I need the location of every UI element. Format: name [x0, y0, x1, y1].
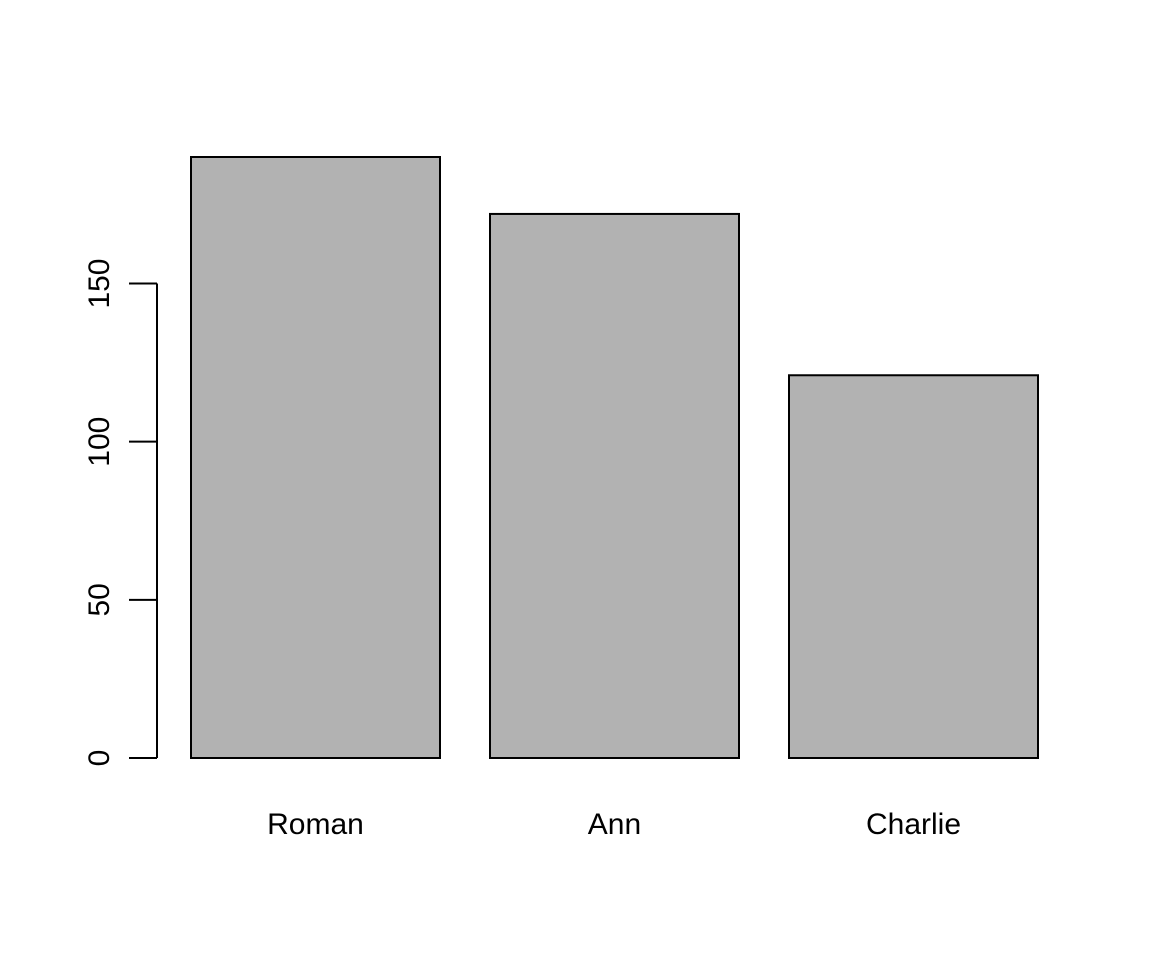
y-tick-label: 0 — [83, 750, 116, 767]
y-tick-label: 150 — [83, 258, 116, 308]
bar-ann — [489, 212, 740, 760]
x-category-label: Ann — [588, 808, 641, 841]
bar-charlie — [788, 374, 1039, 759]
bar-roman — [190, 156, 441, 759]
x-axis-labels: Roman Ann Charlie — [267, 808, 961, 841]
bars — [190, 156, 1039, 760]
y-tick-label: 50 — [83, 583, 116, 616]
x-category-label: Charlie — [866, 808, 961, 841]
y-tick-label: 100 — [83, 417, 116, 467]
y-axis-ticks: 0 50 100 150 — [83, 258, 157, 766]
x-category-label: Roman — [267, 808, 364, 841]
